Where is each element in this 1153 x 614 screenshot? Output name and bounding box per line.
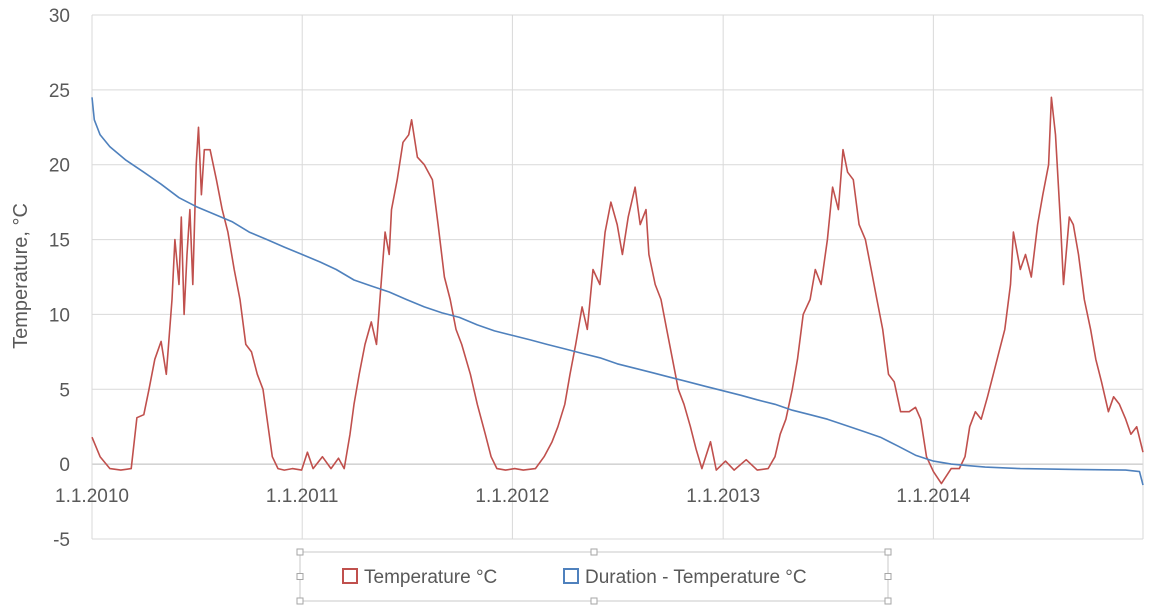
y-tick-label: 20 [49,156,70,177]
legend-label-temperature: Temperature °C [364,567,497,588]
legend-swatch-temperature [342,568,358,584]
legend[interactable]: Temperature °C Duration - Temperature °C [296,548,892,605]
x-tick-label: 1.1.2014 [896,486,970,507]
x-tick-label: 1.1.2013 [686,486,760,507]
legend-resize-handle[interactable] [296,573,304,580]
legend-resize-handle[interactable] [884,597,892,605]
x-tick-label: 1.1.2011 [266,486,339,507]
series-line-duration [91,97,1144,486]
legend-resize-handle[interactable] [296,597,304,605]
y-gridlines [92,14,1143,540]
series-line-temperature [91,96,1144,485]
legend-resize-handle[interactable] [590,597,598,605]
legend-resize-handle[interactable] [884,573,892,580]
legend-resize-handle[interactable] [296,548,304,556]
x-tick-label: 1.1.2012 [475,486,549,507]
y-tick-label: 0 [59,455,70,476]
y-tick-label: 15 [49,231,70,252]
y-tick-label: 25 [49,81,70,102]
legend-swatch-duration [563,568,579,584]
series-layer [91,96,1144,486]
x-tick-label: 1.1.2010 [55,486,129,507]
y-tick-label: 30 [49,6,70,27]
y-axis-title: Temperature, °C [10,203,32,349]
y-tick-label: -5 [53,530,70,551]
legend-label-duration: Duration - Temperature °C [585,567,807,588]
legend-resize-handle[interactable] [884,548,892,556]
y-tick-label: 10 [49,305,70,326]
legend-resize-handles[interactable] [296,548,892,605]
x-tick-labels: 1.1.2010 1.1.2011 1.1.2012 1.1.2013 1.1.2014 [55,486,971,507]
x-gridlines [91,15,1144,539]
legend-resize-handle[interactable] [590,548,598,556]
y-tick-labels: -5 0 5 10 15 20 25 30 [49,6,70,551]
y-tick-label: 5 [59,380,70,401]
